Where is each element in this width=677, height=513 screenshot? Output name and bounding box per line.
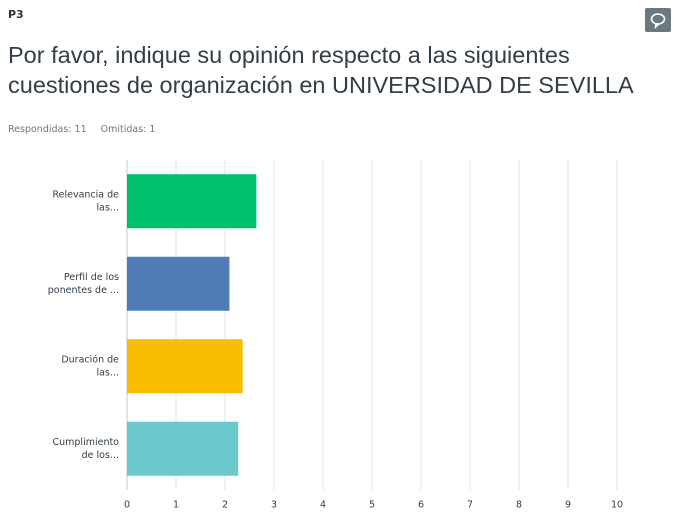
y-tick-label: las... (97, 367, 119, 378)
skipped: Omitidas: 1 (100, 124, 156, 135)
y-tick-label: Cumplimiento (52, 437, 119, 448)
comment-button[interactable] (645, 8, 671, 32)
x-tick-label: 8 (516, 500, 522, 511)
y-tick-label: ponentes de ... (48, 285, 119, 296)
question-title: Por favor, indique su opinión respecto a… (8, 42, 634, 98)
answered: Respondidas: 11 (8, 124, 87, 135)
y-tick-label: de los... (82, 450, 119, 461)
y-tick-label: Perfil de los (64, 272, 119, 283)
x-tick-label: 2 (222, 500, 228, 511)
x-tick-label: 0 (124, 500, 130, 511)
x-tick-label: 4 (320, 500, 326, 511)
x-tick-label: 5 (369, 500, 375, 511)
bar (127, 256, 230, 311)
y-tick-label: Relevancia de (52, 189, 119, 200)
x-tick-label: 1 (173, 500, 179, 511)
x-tick-label: 6 (418, 500, 424, 511)
x-tick-label: 7 (467, 500, 473, 511)
response-stats: Respondidas: 11 Omitidas: 1 (8, 124, 169, 135)
bar (127, 174, 257, 229)
y-tick-label: las... (97, 202, 119, 213)
question-id: P3 (8, 8, 24, 21)
bar (127, 339, 243, 394)
x-tick-label: 3 (271, 500, 277, 511)
y-tick-label: Duración de (61, 354, 119, 365)
comment-icon (650, 13, 666, 30)
x-tick-label: 9 (565, 500, 571, 511)
x-tick-label: 10 (611, 500, 623, 511)
bar (127, 421, 239, 476)
